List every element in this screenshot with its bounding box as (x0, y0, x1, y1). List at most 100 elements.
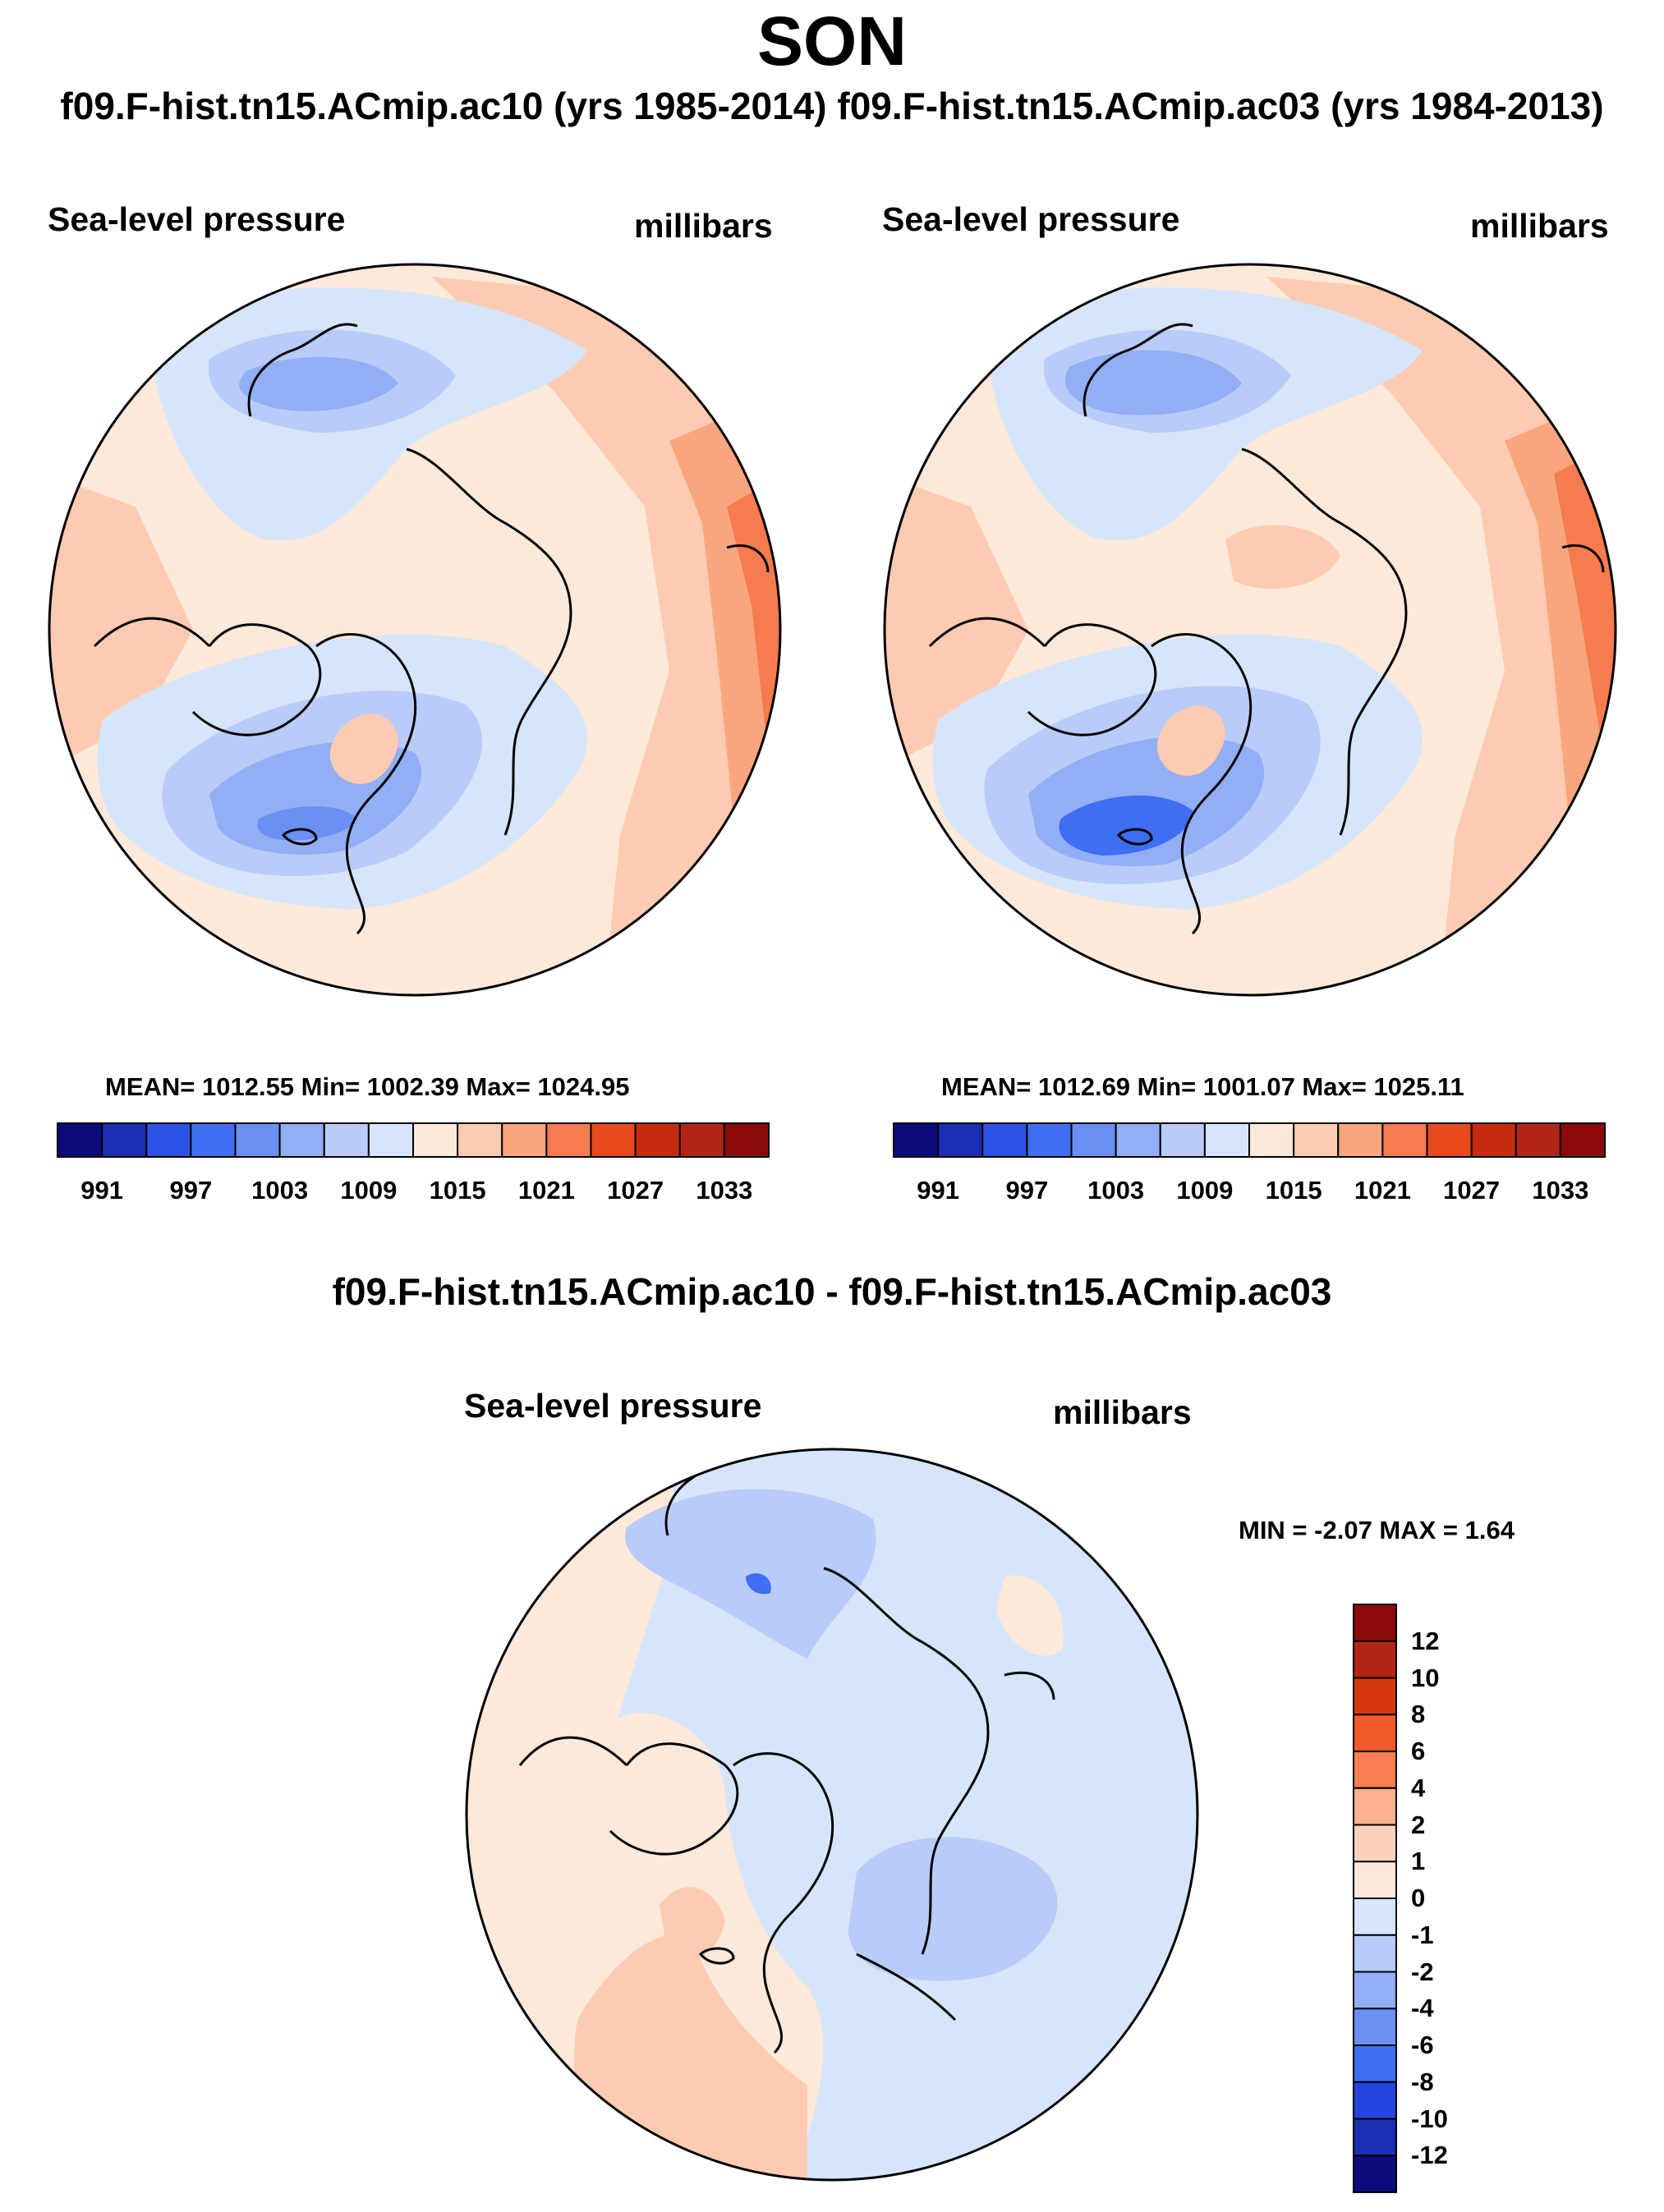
panel1-colorbar-tick-label: 1003 (251, 1176, 309, 1205)
panel3-colorbar-box (1353, 1714, 1397, 1752)
panel3-colorbar-box (1353, 2044, 1397, 2083)
panel2-colorbar-tick-label: 1027 (1443, 1176, 1501, 1205)
panel3-colorbar-tick-label: -10 (1411, 2104, 1448, 2133)
panel3-colorbar-box (1353, 1787, 1397, 1826)
panel3-colorbar-tick-label: 0 (1411, 1884, 1426, 1912)
panel2-colorbar-tick-label: 1015 (1265, 1176, 1322, 1205)
panel1-colorbar-box (545, 1122, 592, 1158)
case-header: f09.F-hist.tn15.ACmip.ac10 (yrs 1985-201… (60, 85, 1604, 127)
panel3-colorbar-tick-label: -2 (1411, 1957, 1434, 1986)
season-title: SON (756, 2, 908, 80)
panel3-colorbar-tick-label: 8 (1411, 1700, 1426, 1729)
panel1-colorbar-box (590, 1122, 637, 1158)
panel3-colorbar-tick-label: -12 (1411, 2141, 1448, 2170)
panel1-colorbar-box (412, 1122, 459, 1158)
panel2-title: Sea-level pressure (882, 200, 1180, 238)
panel1-colorbar (57, 1122, 770, 1158)
panel1-colorbar-box (101, 1122, 148, 1158)
panel3-colorbar-box (1353, 2081, 1397, 2120)
panel2-colorbar-box (1470, 1122, 1517, 1158)
panel3-title: Sea-level pressure (464, 1387, 762, 1425)
panel2-colorbar-tick-label: 997 (1005, 1176, 1049, 1205)
panel1-colorbar-box (190, 1122, 237, 1158)
panel2-colorbar-tick-label: 1009 (1176, 1176, 1234, 1205)
panel3-colorbar-tick-label: -1 (1411, 1920, 1434, 1949)
panel2-map (883, 263, 1617, 997)
panel1-colorbar-tick-label: 1021 (517, 1176, 575, 1205)
panel2-colorbar-box (1203, 1122, 1250, 1158)
panel3-colorbar-tick-label: -6 (1411, 2031, 1434, 2059)
panel3-colorbar-box (1353, 1861, 1397, 1899)
panel2-colorbar-ticks: 991 997 1003 1009 1015 1021 1027 1033 (892, 1176, 1607, 1209)
panel2-colorbar-box (1381, 1122, 1428, 1158)
panel3-colorbar-tick-label: 12 (1411, 1626, 1440, 1655)
panel3-minmax: MIN = -2.07 MAX = 1.64 (1239, 1516, 1515, 1544)
panel3-colorbar-box (1353, 1677, 1397, 1716)
panel1-colorbar-box (678, 1122, 725, 1158)
panel3-colorbar-box (1353, 1640, 1397, 1679)
panel3-colorbar-tick-label: 6 (1411, 1737, 1426, 1765)
panel2-colorbar-box (1426, 1122, 1473, 1158)
panel1-colorbar-box (145, 1122, 192, 1158)
panel2-colorbar-tick-label: 991 (917, 1176, 959, 1205)
panel3-colorbar-tick-label: 1 (1411, 1847, 1426, 1876)
panel1-colorbar-ticks: 991 997 1003 1009 1015 1021 1027 1033 (56, 1176, 770, 1209)
panel3-colorbar-tick-label: 2 (1411, 1810, 1426, 1839)
panel1-colorbar-box (457, 1122, 503, 1158)
panel1-colorbar-tick-label: 1009 (340, 1176, 398, 1205)
panel1-map (48, 263, 782, 997)
panel1-colorbar-tick-label: 1027 (607, 1176, 664, 1205)
panel1-colorbar-box (234, 1122, 281, 1158)
panel3-colorbar-box (1353, 1898, 1397, 1936)
panel2-colorbar-box (1026, 1122, 1073, 1158)
panel3-colorbar-box (1353, 1751, 1397, 1789)
panel3-colorbar-ticks: 12 10 8 6 4 2 1 0 -1 -2 -4 -6 -8 -10 -12 (1411, 1603, 1510, 2194)
panel2-colorbar-tick-label: 1021 (1354, 1176, 1411, 1205)
panel2-colorbar-box (1559, 1122, 1606, 1158)
panel2-colorbar-tick-label: 1003 (1087, 1176, 1145, 1205)
panel3-units: millibars (1053, 1393, 1192, 1431)
panel3-colorbar-tick-label: -8 (1411, 2067, 1434, 2096)
panel3-colorbar-box (1353, 1604, 1397, 1642)
difference-title: f09.F-hist.tn15.ACmip.ac10 - f09.F-hist.… (332, 1270, 1332, 1313)
panel1-colorbar-tick-label: 1015 (429, 1176, 486, 1205)
panel3-colorbar-box (1353, 2008, 1397, 2046)
panel2-colorbar-box (893, 1122, 940, 1158)
panel2-colorbar (893, 1122, 1606, 1158)
panel1-colorbar-tick-label: 991 (80, 1176, 123, 1205)
panel2-stats: MEAN= 1012.69 Min= 1001.07 Max= 1025.11 (941, 1072, 1464, 1101)
panel2-colorbar-box (1337, 1122, 1384, 1158)
panel3-map (465, 1448, 1199, 2182)
panel3-colorbar-box (1353, 2118, 1397, 2157)
panel2-colorbar-tick-label: 1033 (1532, 1176, 1589, 1205)
panel3-colorbar-box (1353, 1934, 1397, 1973)
panel1-colorbar-box (278, 1122, 325, 1158)
panel1-colorbar-box (323, 1122, 370, 1158)
panel3-colorbar-tick-label: -4 (1411, 1994, 1434, 2023)
panel1-stats: MEAN= 1012.55 Min= 1002.39 Max= 1024.95 (105, 1072, 630, 1101)
panel3-colorbar-box (1353, 1824, 1397, 1863)
panel2-units: millibars (1470, 207, 1609, 245)
panel2-colorbar-box (937, 1122, 984, 1158)
panel2-colorbar-box (1115, 1122, 1161, 1158)
panel1-colorbar-box (501, 1122, 548, 1158)
panel1-colorbar-box (723, 1122, 770, 1158)
panel1-colorbar-box (634, 1122, 681, 1158)
panel2-colorbar-box (1515, 1122, 1561, 1158)
panel3-colorbar (1353, 1604, 1397, 2193)
panel2-colorbar-box (1159, 1122, 1206, 1158)
panel1-title: Sea-level pressure (48, 200, 346, 238)
panel1-colorbar-tick-label: 1033 (696, 1176, 753, 1205)
panel1-colorbar-tick-label: 997 (169, 1176, 213, 1205)
panel2-colorbar-box (1293, 1122, 1340, 1158)
panel2-colorbar-box (1070, 1122, 1117, 1158)
panel1-units: millibars (634, 207, 773, 245)
panel1-colorbar-box (57, 1122, 103, 1158)
panel2-colorbar-box (1248, 1122, 1295, 1158)
panel3-colorbar-box (1353, 2155, 1397, 2193)
panel3-colorbar-box (1353, 1971, 1397, 2010)
panel3-colorbar-tick-label: 4 (1411, 1773, 1426, 1802)
panel2-colorbar-box (981, 1122, 1028, 1158)
panel3-colorbar-tick-label: 10 (1411, 1663, 1440, 1692)
panel1-colorbar-box (367, 1122, 414, 1158)
